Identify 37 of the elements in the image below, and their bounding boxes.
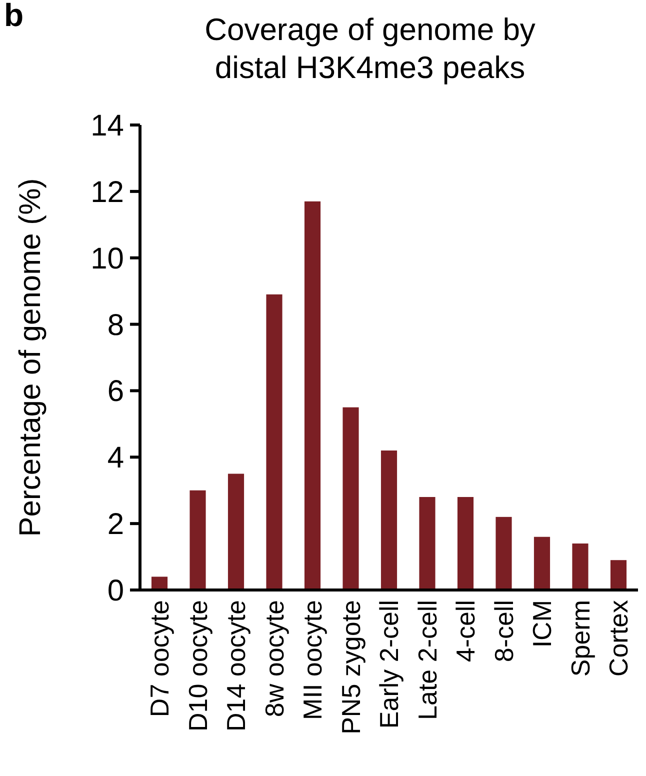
bar xyxy=(342,407,359,590)
bar xyxy=(228,474,244,590)
y-tick-label: 8 xyxy=(107,308,124,342)
bar xyxy=(190,490,206,590)
bar xyxy=(457,497,474,590)
y-tick-label: 4 xyxy=(107,442,124,475)
y-axis-title: Percentage of genome (%) xyxy=(14,178,47,537)
y-tick-label: 12 xyxy=(90,176,124,209)
x-tick-label: Early 2-cell xyxy=(374,600,404,729)
x-tick-label: Cortex xyxy=(604,600,634,677)
x-tick-label: MII oocyte xyxy=(298,600,328,720)
bar xyxy=(610,560,627,590)
y-tick-label: 14 xyxy=(90,110,124,142)
y-tick-label: 6 xyxy=(107,375,124,408)
x-tick-label: 4-cell xyxy=(450,600,481,662)
bar xyxy=(151,576,168,590)
x-tick-label: 8-cell xyxy=(488,600,519,662)
chart-title: Coverage of genome by distal H3K4me3 peaks xyxy=(204,12,536,85)
x-tick-label: PN5 zygote xyxy=(336,600,366,734)
y-tick-label: 0 xyxy=(107,574,124,608)
x-tick-label: Sperm xyxy=(565,600,596,677)
x-tick-label: D14 oocyte xyxy=(221,600,252,732)
bar xyxy=(304,201,321,590)
bar xyxy=(266,294,282,590)
text: b xyxy=(4,0,24,33)
bar xyxy=(419,497,436,590)
y-tick-label: 10 xyxy=(90,242,124,276)
bar xyxy=(496,516,512,590)
x-tick-label: D7 oocyte xyxy=(144,600,175,718)
x-tick-label: D10 oocyte xyxy=(182,600,213,732)
y-tick-label: 2 xyxy=(107,508,124,542)
bar xyxy=(572,544,588,590)
x-tick-label: Late 2-cell xyxy=(412,600,442,720)
bar xyxy=(534,536,550,590)
bar xyxy=(380,450,398,590)
x-tick-label: 8w oocyte xyxy=(259,600,290,718)
x-tick-label: ICM xyxy=(527,600,558,648)
